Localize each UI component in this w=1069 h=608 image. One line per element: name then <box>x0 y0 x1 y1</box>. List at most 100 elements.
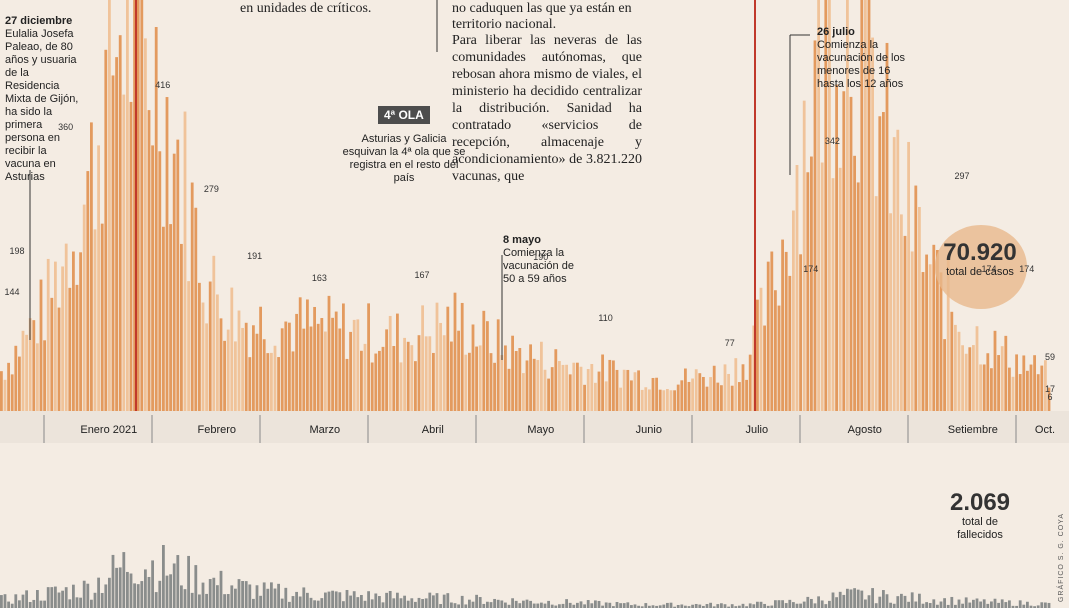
death-bar <box>133 583 136 608</box>
death-bar <box>806 596 810 608</box>
case-bar <box>496 319 500 411</box>
case-bar <box>133 0 136 411</box>
death-bar <box>460 595 464 608</box>
case-bar <box>745 379 748 411</box>
case-bar <box>252 325 255 411</box>
case-bar <box>748 354 752 411</box>
case-bar <box>367 303 370 411</box>
case-bar <box>115 57 118 412</box>
death-bar <box>651 605 655 608</box>
case-bar <box>619 387 622 411</box>
case-bar <box>500 355 504 411</box>
case-bar <box>244 322 248 411</box>
death-bar <box>172 563 176 608</box>
case-bar <box>381 346 385 411</box>
death-bar <box>140 581 144 608</box>
case-bar <box>738 382 741 411</box>
case-bar <box>946 260 950 411</box>
x-axis-band <box>0 411 1069 443</box>
case-bar <box>579 366 583 411</box>
death-bar <box>532 603 536 608</box>
death-bar <box>694 603 698 608</box>
case-bar <box>162 226 165 411</box>
case-bar <box>277 357 280 411</box>
case-bar <box>320 318 324 411</box>
death-bar <box>568 602 572 608</box>
death-bar <box>928 603 932 608</box>
case-bar <box>262 339 266 411</box>
death-bar <box>313 600 316 608</box>
case-bar <box>990 368 993 411</box>
case-bar <box>986 353 990 411</box>
case-bar <box>136 0 140 411</box>
death-bar <box>741 603 745 608</box>
death-bar <box>284 587 288 608</box>
case-bar <box>54 261 57 411</box>
death-bar <box>910 592 914 608</box>
case-bar <box>662 390 666 411</box>
case-bar <box>518 348 522 411</box>
death-bar <box>813 603 817 608</box>
case-bar <box>615 369 619 411</box>
case-bar <box>356 319 360 411</box>
value-label: 163 <box>311 272 327 283</box>
case-bar <box>345 358 349 411</box>
graphic-credit: GRÁFICO S. G. COYA <box>1058 512 1065 602</box>
case-bar <box>338 328 342 411</box>
death-bar <box>820 600 824 608</box>
case-bar <box>777 305 781 411</box>
death-bar <box>507 604 511 608</box>
case-bar <box>216 294 219 411</box>
death-bar <box>640 606 644 608</box>
case-bar <box>1015 354 1018 411</box>
case-bar <box>489 353 493 411</box>
death-bar <box>280 598 284 608</box>
death-bar <box>630 605 633 608</box>
case-bar <box>788 275 792 411</box>
case-bar <box>493 362 496 411</box>
death-bar <box>158 580 162 608</box>
death-bar <box>50 587 54 608</box>
case-bar <box>885 42 889 411</box>
case-bar <box>896 129 900 411</box>
death-bar <box>853 588 856 608</box>
death-bar <box>295 591 298 608</box>
death-bar <box>842 594 846 608</box>
death-bar <box>93 592 97 608</box>
case-bar <box>561 364 565 411</box>
death-bar <box>266 588 270 608</box>
death-bar <box>320 598 324 608</box>
article-text-col2b: territorio nacional. <box>452 17 557 32</box>
case-bar <box>770 251 774 411</box>
article-text-col1: en unidades de críticos. <box>240 1 372 16</box>
death-bar <box>331 590 334 608</box>
case-bar <box>680 380 684 411</box>
case-bar <box>32 320 36 411</box>
case-bar <box>954 324 957 411</box>
case-bar <box>219 318 223 411</box>
death-bar <box>194 565 198 608</box>
month-label: Mayo <box>527 424 555 436</box>
death-bar <box>187 555 190 608</box>
death-bar <box>514 600 518 608</box>
case-bar <box>176 139 180 411</box>
case-bar <box>529 344 532 411</box>
death-bar <box>345 589 349 608</box>
death-bar <box>259 595 262 608</box>
case-bar <box>406 341 410 411</box>
death-bar <box>75 597 79 608</box>
death-bar <box>446 593 450 608</box>
case-bar <box>1033 355 1036 411</box>
death-bar <box>673 606 676 608</box>
death-bar <box>756 601 759 608</box>
case-bar <box>633 372 637 411</box>
annotation-jul26-text: Comienza la vacunación de los menores de… <box>817 39 906 90</box>
death-bar <box>604 602 608 608</box>
death-bar <box>525 599 529 608</box>
death-bar <box>900 593 903 608</box>
death-bar <box>216 585 219 608</box>
case-bar <box>583 384 586 411</box>
death-bar <box>273 588 277 608</box>
death-bar <box>482 603 486 608</box>
death-bar <box>745 606 748 608</box>
